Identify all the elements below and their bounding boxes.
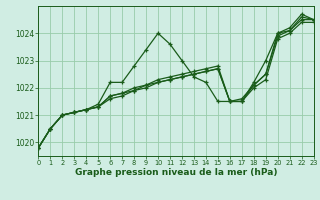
X-axis label: Graphe pression niveau de la mer (hPa): Graphe pression niveau de la mer (hPa) <box>75 168 277 177</box>
